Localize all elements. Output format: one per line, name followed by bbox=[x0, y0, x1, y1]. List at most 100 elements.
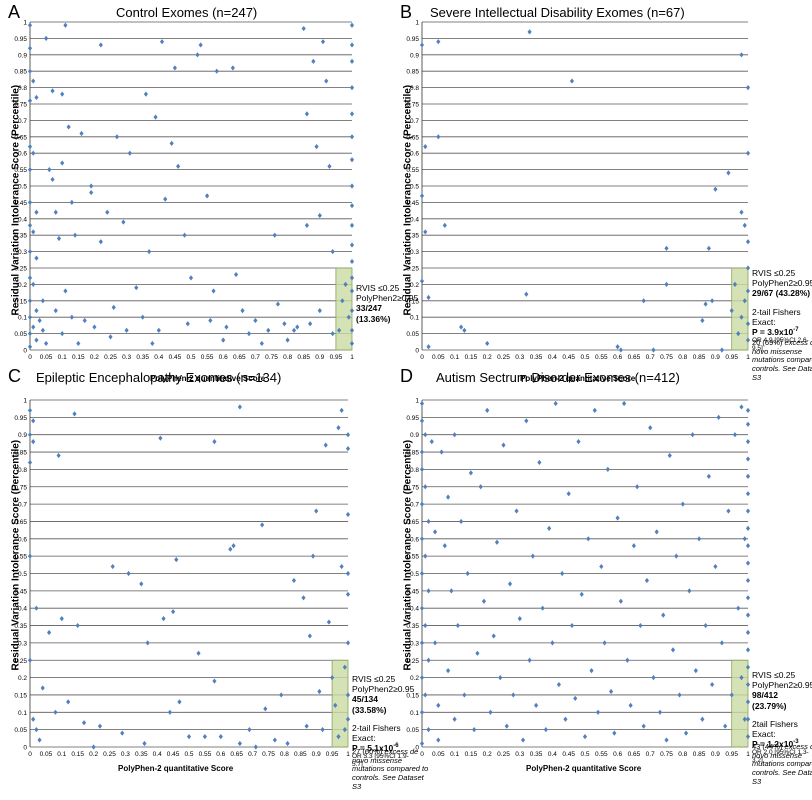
x-tick-label: 0.65 bbox=[628, 354, 641, 361]
data-point bbox=[349, 183, 355, 189]
x-tick-label: 0.9 bbox=[711, 354, 720, 361]
data-point bbox=[423, 622, 428, 629]
data-point bbox=[110, 563, 115, 570]
data-point bbox=[524, 418, 529, 424]
x-tick-label: 0 bbox=[420, 354, 424, 361]
data-point bbox=[291, 577, 297, 584]
data-point bbox=[27, 22, 33, 28]
data-point bbox=[446, 494, 451, 500]
data-point bbox=[50, 176, 55, 183]
data-point bbox=[224, 324, 229, 330]
data-point bbox=[543, 727, 548, 733]
y-tick-label: 0.3 bbox=[410, 640, 419, 647]
excess-count: 27 (60%) bbox=[352, 747, 383, 756]
x-tick-label: 1 bbox=[746, 354, 750, 361]
data-point bbox=[537, 459, 542, 466]
data-point bbox=[478, 484, 483, 490]
data-point bbox=[31, 324, 36, 330]
data-point bbox=[314, 508, 319, 514]
x-tick-label: 0.15 bbox=[465, 751, 478, 758]
data-point bbox=[745, 699, 751, 705]
x-tick-label: 0.55 bbox=[595, 751, 608, 758]
data-point bbox=[579, 591, 584, 597]
y-tick-label: 0.1 bbox=[18, 710, 27, 717]
chart-title: Epileptic Encephalopathy Exomes (n=134) bbox=[36, 370, 282, 385]
polyphen-threshold: PolyPhen2≥0.95 bbox=[752, 680, 812, 691]
data-point bbox=[198, 42, 203, 48]
data-point bbox=[343, 281, 348, 287]
y-tick-label: 0.8 bbox=[18, 467, 27, 474]
y-tick-label: 0.75 bbox=[14, 102, 27, 109]
data-point bbox=[27, 275, 33, 281]
data-point bbox=[31, 150, 36, 156]
data-point bbox=[462, 327, 467, 333]
data-point bbox=[550, 640, 555, 646]
data-point bbox=[342, 664, 347, 670]
data-point bbox=[27, 331, 33, 337]
data-point bbox=[429, 439, 434, 445]
data-point bbox=[134, 285, 139, 291]
x-tick-label: 0.85 bbox=[297, 354, 310, 361]
data-point bbox=[664, 737, 669, 743]
x-tick-label: 1 bbox=[746, 751, 750, 758]
data-point bbox=[436, 702, 441, 708]
x-tick-label: 0.95 bbox=[330, 354, 343, 361]
x-tick-label: 0.55 bbox=[199, 751, 212, 758]
y-tick-label: 0.85 bbox=[14, 69, 27, 76]
data-point bbox=[514, 508, 519, 514]
data-point bbox=[569, 622, 575, 629]
x-tick-label: 0 bbox=[28, 354, 32, 361]
y-tick-label: 0.75 bbox=[406, 102, 419, 109]
data-point bbox=[462, 692, 467, 698]
y-tick-label: 0.4 bbox=[18, 606, 27, 613]
data-point bbox=[609, 688, 614, 695]
x-tick-label: 0.65 bbox=[233, 354, 246, 361]
y-tick-label: 0.95 bbox=[406, 415, 419, 422]
x-tick-label: 0.25 bbox=[103, 751, 116, 758]
highlight-region bbox=[731, 659, 749, 748]
scatter-plot: 0 0.05 0.1 0.15 0.2 0.25 0.3 0.35 0.4 0.45 0.5 0.55… bbox=[14, 398, 351, 759]
highlight-region bbox=[731, 267, 749, 351]
data-point bbox=[349, 242, 355, 248]
y-tick-label: 0.65 bbox=[406, 134, 419, 141]
data-point bbox=[60, 331, 65, 337]
data-point bbox=[60, 91, 65, 97]
y-tick-label: 1 bbox=[23, 398, 27, 405]
data-point bbox=[285, 337, 290, 343]
data-point bbox=[485, 407, 490, 414]
panel-c: C Epileptic Encephalopathy Exomes (n=134… bbox=[0, 366, 428, 800]
data-point bbox=[641, 723, 646, 729]
data-point bbox=[745, 629, 751, 636]
data-point bbox=[310, 553, 316, 559]
x-tick-label: 0.2 bbox=[483, 354, 492, 361]
data-point bbox=[140, 314, 145, 320]
y-tick-label: 0.6 bbox=[410, 536, 419, 543]
panel-b: B Severe Intellectual Disability Exomes … bbox=[400, 0, 812, 400]
data-point bbox=[79, 130, 84, 137]
data-point bbox=[246, 331, 252, 337]
x-tick-label: 0.95 bbox=[725, 751, 738, 758]
y-tick-label: 0.55 bbox=[14, 554, 27, 561]
y-tick-label: 0.1 bbox=[410, 710, 419, 717]
data-point bbox=[81, 720, 87, 726]
highlight-region bbox=[335, 267, 353, 351]
data-point bbox=[736, 331, 741, 337]
data-point bbox=[563, 716, 568, 722]
y-tick-label: 0.85 bbox=[14, 450, 27, 457]
data-point bbox=[349, 308, 355, 314]
data-point bbox=[317, 212, 322, 219]
data-point bbox=[745, 716, 751, 722]
y-tick-label: 0.4 bbox=[410, 606, 419, 613]
data-point bbox=[745, 150, 751, 156]
y-tick-label: 0.75 bbox=[14, 484, 27, 491]
data-point bbox=[419, 640, 425, 646]
data-point bbox=[196, 650, 201, 656]
data-point bbox=[729, 692, 734, 698]
data-point bbox=[345, 591, 351, 597]
data-point bbox=[625, 657, 630, 663]
data-point bbox=[44, 340, 49, 347]
fisher-test-label: 2-tail Fishers Exact: bbox=[352, 722, 401, 743]
scatter-plot: 0 0.05 0.1 0.15 0.2 0.25 0.3 0.35 0.4 0.45 0.5 0.55… bbox=[14, 20, 355, 362]
data-point bbox=[426, 657, 431, 663]
data-point bbox=[481, 598, 487, 604]
